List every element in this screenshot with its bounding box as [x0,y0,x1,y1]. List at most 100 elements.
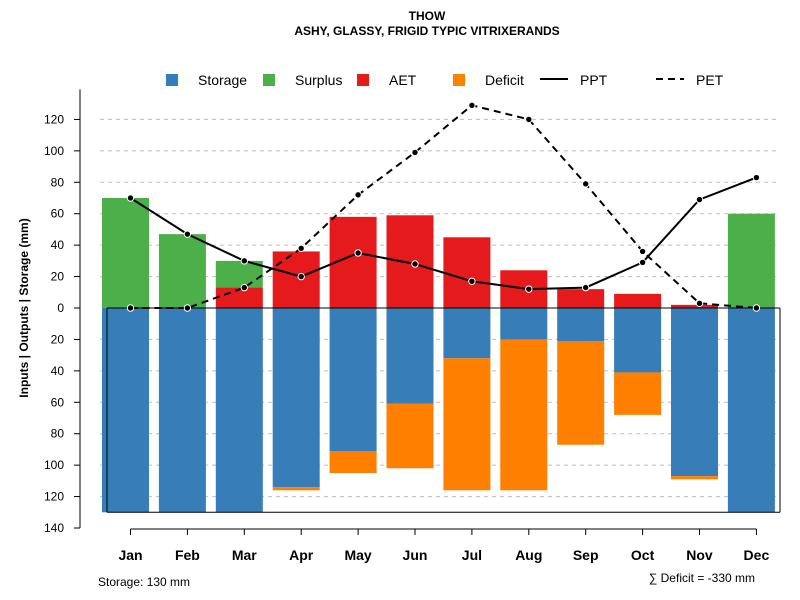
y-tick-label: 60 [51,207,65,221]
pet-point [354,191,362,199]
storage-bar [329,308,377,451]
pet-point [240,283,249,292]
deficit-footnote: ∑ Deficit = -330 mm [649,571,755,585]
x-tick-label: Apr [289,547,314,563]
y-tick-label: 60 [51,395,65,409]
x-tick-label: Oct [631,547,655,563]
y-tick-label: 140 [44,521,64,535]
ppt-point [695,195,704,204]
ppt-point [468,277,476,285]
pet-point [183,304,192,312]
ppt-point [183,230,192,238]
aet-bar [386,215,434,308]
pet-point [582,180,590,188]
legend-swatch-aet [357,74,369,86]
deficit-bar [443,358,491,491]
legend: Storage Surplus AET Deficit PPT PET [166,72,724,88]
pet-point [297,244,305,252]
y-tick-label: 40 [51,238,65,252]
ppt-point [525,285,533,293]
storage-bar [443,308,491,359]
ppt-point [411,260,419,268]
x-tick-label: Jun [403,547,428,563]
deficit-bar [329,450,377,473]
storage-bar [102,308,149,513]
lines [126,101,761,312]
surplus-bar [102,198,149,308]
aet-bar [272,251,320,308]
surplus-bar [727,213,775,308]
bars [102,198,781,513]
y-tick-label: 20 [51,270,65,284]
pet-point [638,247,647,256]
x-tick-label: Jul [462,547,482,563]
pet-point [126,304,135,312]
y-tick-label: 100 [44,144,64,158]
x-tick-label: Sep [573,547,599,563]
aet-bar [215,287,263,308]
x-tick-label: Feb [175,547,200,563]
y-tick-label: 20 [51,332,65,346]
legend-swatch-deficit [453,74,465,86]
legend-label: PPT [580,72,608,88]
ppt-point [638,258,647,267]
legend-label: AET [389,72,417,88]
y-tick-label: 0 [57,301,64,315]
pet-point [525,115,533,124]
y-tick-label: 100 [44,458,64,472]
storage-footnote: Storage: 130 mm [98,575,190,589]
aet-bar [671,304,718,308]
x-tick-label: Jan [118,547,142,563]
legend-swatch-storage [166,74,178,86]
y-tick-label: 80 [51,175,65,189]
aet-bar [614,293,662,308]
ppt-point [240,257,249,265]
surplus-bar [215,260,263,288]
x-tick-label: Aug [515,547,542,563]
x-tick-label: Dec [744,547,770,563]
ppt-point [126,194,135,202]
y-tick-label: 40 [51,364,65,378]
storage-bar [215,308,263,513]
deficit-bar [614,372,662,415]
aet-bar [443,237,491,308]
x-tick-label: May [344,547,371,563]
axes: 140 120 100 80 60 40 20 0 20 40 60 80 100 120 Jan Feb Ma… [44,89,769,563]
deficit-bar [386,403,434,469]
storage-bar [272,308,320,488]
surplus-bar [158,234,206,308]
legend-label: Storage [198,72,247,88]
legend-swatch-surplus [263,74,275,86]
y-tick-label: 120 [44,112,64,126]
pet-point [695,299,704,307]
deficit-bar [557,340,605,445]
pet-line [130,104,757,309]
pet-point [468,101,476,109]
gridlines [100,118,780,498]
ppt-point [354,249,362,257]
storage-bar [671,308,718,477]
ppt-line [129,176,757,291]
deficit-bar [500,339,548,491]
x-tick-label: Nov [686,547,713,563]
storage-bar [727,308,775,513]
aet-bar [557,289,605,308]
chart-subtitle: ASHY, GLASSY, FRIGID TYPIC VITRIXERANDS [294,24,559,38]
ppt-point [582,283,590,292]
pet-point [411,148,419,157]
storage-bar [158,308,206,513]
legend-label: PET [696,72,724,88]
y-axis-label: Inputs | Outputs | Storage (mm) [17,218,31,397]
legend-label: Deficit [485,72,524,88]
y-tick-label: 80 [51,427,65,441]
storage-bar [614,308,662,373]
storage-bar [557,308,605,341]
ppt-point [297,272,305,281]
deficit-bar [671,476,718,480]
storage-bar [386,308,434,404]
pet-point [752,304,761,312]
ppt-point [752,173,761,182]
y-tick-label: 120 [44,490,64,504]
storage-bar [500,308,548,340]
